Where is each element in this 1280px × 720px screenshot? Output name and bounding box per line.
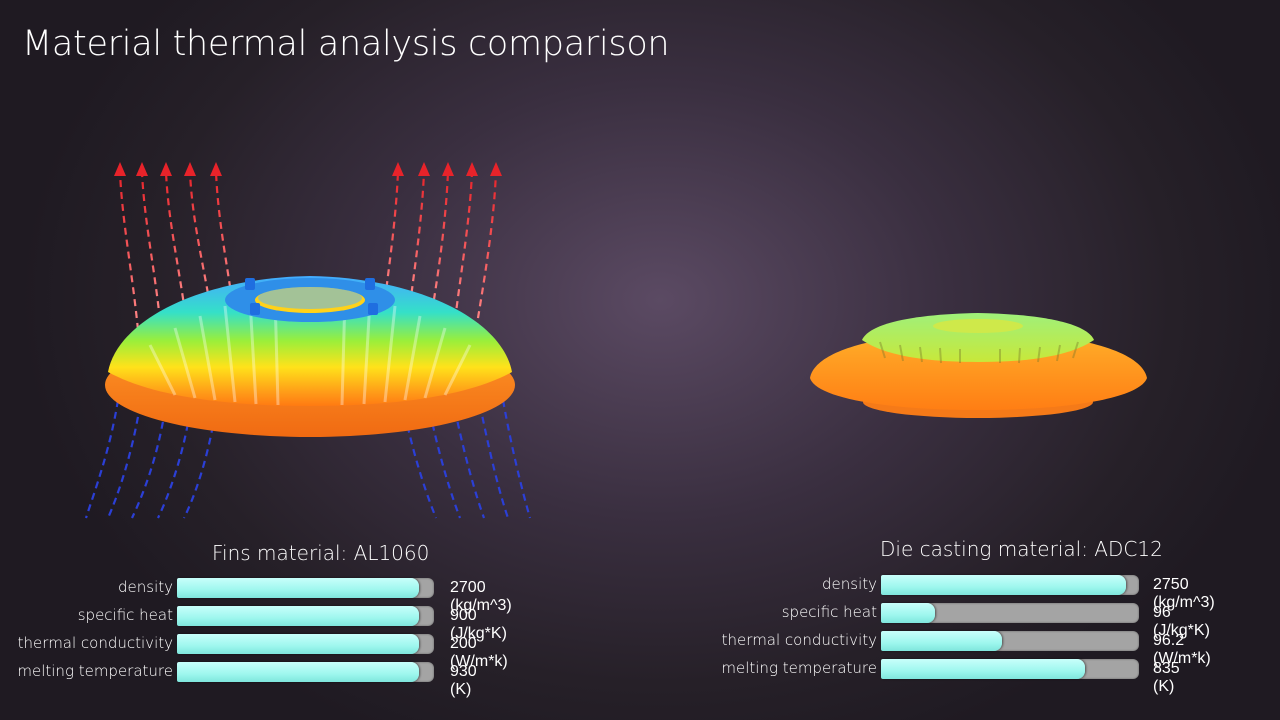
metric-label: melting temperature (17, 662, 173, 680)
metric-value: 930 (K) (450, 663, 477, 698)
metric-bar-track (881, 575, 1139, 595)
metric-row: specific heat (0, 605, 173, 627)
metric-bar-fill (177, 634, 419, 654)
metric-label: thermal conductivity (17, 634, 173, 652)
metric-bar-fill (881, 575, 1126, 595)
metric-row: specific heat (0, 602, 877, 624)
metric-row: melting temperature (0, 661, 173, 683)
metric-bar-track (177, 606, 434, 626)
metric-label: specific heat (77, 606, 173, 624)
metric-label: melting temperature (721, 659, 877, 677)
metric-bar-track (177, 578, 434, 598)
hot-arrowheads (114, 162, 502, 176)
metric-value: 900 (J/kg*K) (450, 607, 507, 642)
metric-bar-fill (177, 578, 419, 598)
metric-bar-fill (177, 606, 419, 626)
metric-bar-track (177, 634, 434, 654)
metric-label: density (822, 575, 877, 593)
heatsink-simulation-image (84, 162, 532, 519)
left-panel-title: Fins material: AL1060 (212, 541, 430, 565)
metric-value: 2700 (kg/m^3) (450, 579, 512, 614)
metric-row: melting temperature (0, 658, 877, 680)
metric-value: 835 (K) (1153, 660, 1180, 695)
metric-bar-track (177, 662, 434, 682)
die-cast-heatsink-image (810, 313, 1147, 418)
metric-label: thermal conductivity (721, 631, 877, 649)
metric-bar-track (881, 631, 1139, 651)
metric-row: thermal conductivity (0, 630, 877, 652)
metric-bar-fill (881, 659, 1085, 679)
heatsink-dome (108, 276, 512, 406)
metric-value: 96 (J/kg*K) (1153, 604, 1210, 639)
metric-label: specific heat (781, 603, 877, 621)
metric-row: density (0, 577, 173, 599)
page-title: Material thermal analysis comparison (22, 24, 670, 64)
metric-value: 2750 (kg/m^3) (1153, 576, 1215, 611)
metric-label: density (118, 578, 173, 596)
right-panel-title: Die casting material: ADC12 (880, 537, 1163, 561)
metric-bar-fill (881, 631, 1002, 651)
metric-value: 96.2 (W/m*k) (1153, 632, 1211, 667)
metric-row: thermal conductivity (0, 633, 173, 655)
metric-bar-fill (881, 603, 935, 623)
metric-value: 200 (W/m*k) (450, 635, 508, 670)
metric-bar-track (881, 603, 1139, 623)
metric-bar-track (881, 659, 1139, 679)
metric-row: density (0, 574, 877, 596)
metric-bar-fill (177, 662, 419, 682)
